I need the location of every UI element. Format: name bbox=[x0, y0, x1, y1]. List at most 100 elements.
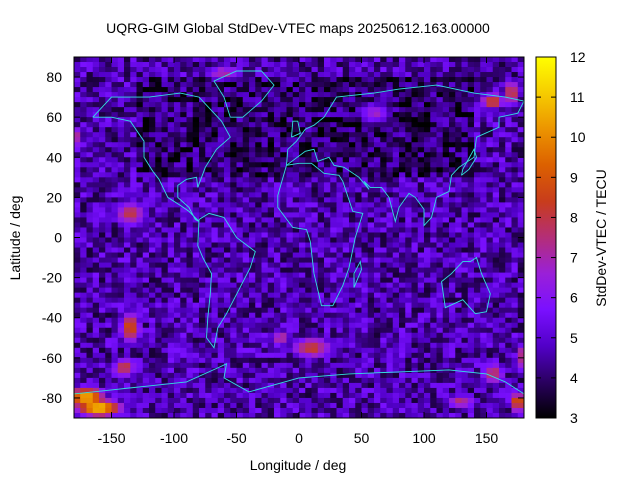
heatmap-cell bbox=[480, 62, 487, 68]
heatmap-cell bbox=[299, 277, 306, 284]
heatmap-cell bbox=[480, 232, 487, 238]
heatmap-cell bbox=[455, 82, 462, 88]
heatmap-cell bbox=[92, 207, 100, 213]
heatmap-cell bbox=[174, 222, 181, 228]
heatmap-cell bbox=[317, 192, 325, 198]
heatmap-cell bbox=[449, 242, 456, 249]
heatmap-cell bbox=[324, 192, 331, 198]
heatmap-cell bbox=[430, 132, 437, 138]
heatmap-cell bbox=[449, 382, 456, 389]
heatmap-cell bbox=[236, 102, 244, 108]
heatmap-cell bbox=[467, 397, 475, 404]
heatmap-cell bbox=[161, 322, 169, 329]
heatmap-cell bbox=[167, 237, 175, 244]
heatmap-cell bbox=[136, 387, 144, 394]
heatmap-cell bbox=[449, 272, 456, 279]
heatmap-cell bbox=[99, 322, 106, 329]
heatmap-cell bbox=[236, 157, 244, 163]
heatmap-cell bbox=[174, 92, 181, 98]
heatmap-cell bbox=[455, 167, 462, 173]
heatmap-cell bbox=[355, 122, 362, 128]
heatmap-cell bbox=[199, 197, 206, 203]
heatmap-cell bbox=[230, 302, 237, 309]
heatmap-cell bbox=[349, 282, 356, 289]
heatmap-cell bbox=[161, 252, 169, 259]
heatmap-cell bbox=[430, 127, 437, 133]
heatmap-cell bbox=[311, 182, 319, 188]
heatmap-cell bbox=[486, 272, 494, 279]
heatmap-cell bbox=[449, 352, 456, 359]
heatmap-cell bbox=[149, 82, 156, 88]
heatmap-cell bbox=[274, 327, 281, 334]
heatmap-cell bbox=[142, 67, 150, 73]
heatmap-cell bbox=[99, 227, 106, 233]
heatmap-cell bbox=[292, 77, 300, 83]
heatmap-cell bbox=[130, 202, 137, 208]
heatmap-cell bbox=[324, 247, 331, 254]
heatmap-cell bbox=[217, 177, 225, 183]
heatmap-cell bbox=[299, 347, 306, 354]
heatmap-cell bbox=[299, 57, 306, 63]
heatmap-cell bbox=[211, 142, 219, 148]
heatmap-cell bbox=[499, 107, 506, 113]
heatmap-cell bbox=[261, 132, 269, 138]
heatmap-cell bbox=[467, 107, 475, 113]
heatmap-cell bbox=[399, 372, 406, 379]
heatmap-cell bbox=[292, 352, 300, 359]
heatmap-cell bbox=[211, 287, 219, 294]
heatmap-cell bbox=[367, 137, 375, 143]
heatmap-cell bbox=[380, 332, 387, 339]
heatmap-cell bbox=[105, 402, 112, 409]
heatmap-cell bbox=[399, 182, 406, 188]
heatmap-cell bbox=[292, 397, 300, 404]
heatmap-cell bbox=[130, 287, 137, 294]
heatmap-cell bbox=[517, 252, 525, 259]
heatmap-cell bbox=[117, 97, 125, 103]
heatmap-cell bbox=[367, 87, 375, 93]
heatmap-cell bbox=[136, 237, 144, 244]
heatmap-cell bbox=[267, 357, 275, 364]
heatmap-cell bbox=[230, 267, 237, 274]
heatmap-cell bbox=[492, 157, 500, 163]
heatmap-cell bbox=[399, 122, 406, 128]
heatmap-cell bbox=[417, 62, 425, 68]
heatmap-cell bbox=[124, 77, 131, 83]
heatmap-cell bbox=[199, 307, 206, 314]
heatmap-cell bbox=[417, 387, 425, 394]
heatmap-cell bbox=[386, 287, 394, 294]
heatmap-cell bbox=[324, 237, 331, 244]
heatmap-cell bbox=[461, 152, 469, 158]
heatmap-cell bbox=[417, 347, 425, 354]
heatmap-cell bbox=[392, 287, 400, 294]
heatmap-cell bbox=[349, 347, 356, 354]
heatmap-cell bbox=[99, 177, 106, 183]
heatmap-cell bbox=[249, 332, 256, 339]
heatmap-cell bbox=[367, 242, 375, 249]
heatmap-cell bbox=[92, 137, 100, 143]
heatmap-cell bbox=[449, 127, 456, 133]
heatmap-cell bbox=[80, 387, 87, 394]
heatmap-cell bbox=[174, 197, 181, 203]
heatmap-cell bbox=[449, 392, 456, 399]
heatmap-cell bbox=[480, 307, 487, 314]
heatmap-cell bbox=[380, 182, 387, 188]
heatmap-cell bbox=[130, 257, 137, 264]
heatmap-cell bbox=[105, 127, 112, 133]
heatmap-cell bbox=[249, 292, 256, 299]
heatmap-cell bbox=[92, 122, 100, 128]
heatmap-cell bbox=[80, 87, 87, 93]
heatmap-cell bbox=[336, 257, 344, 264]
heatmap-cell bbox=[317, 107, 325, 113]
heatmap-cell bbox=[136, 102, 144, 108]
heatmap-cell bbox=[199, 177, 206, 183]
heatmap-cell bbox=[186, 112, 194, 118]
heatmap-cell bbox=[111, 402, 119, 409]
heatmap-cell bbox=[205, 107, 212, 113]
heatmap-cell bbox=[149, 402, 156, 409]
heatmap-cell bbox=[399, 322, 406, 329]
heatmap-cell bbox=[417, 332, 425, 339]
heatmap-cell bbox=[399, 292, 406, 299]
heatmap-cell bbox=[442, 357, 450, 364]
heatmap-cell bbox=[255, 212, 262, 218]
heatmap-cell bbox=[255, 337, 262, 344]
